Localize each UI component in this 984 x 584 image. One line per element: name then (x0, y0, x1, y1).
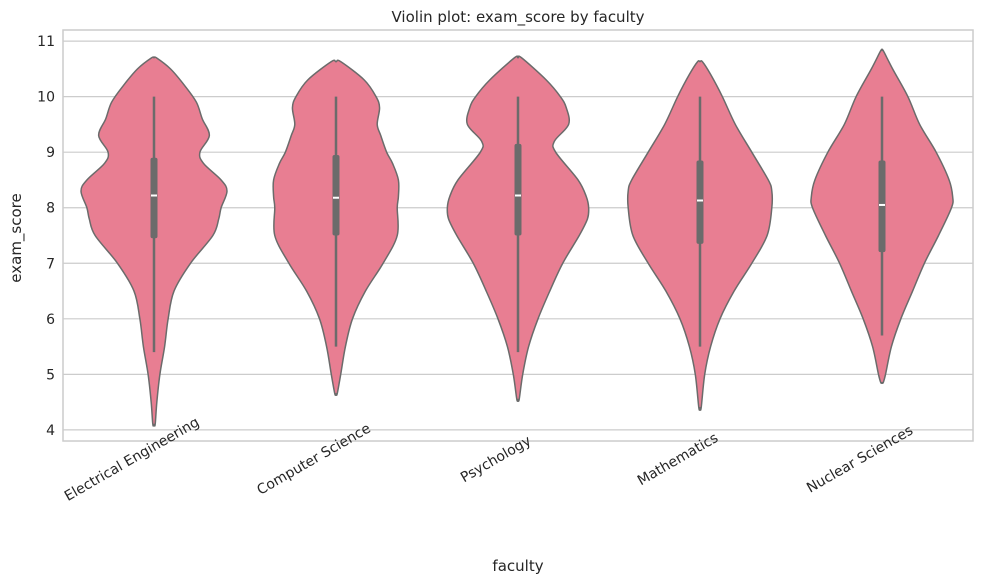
y-tick-label: 6 (46, 312, 55, 328)
plot-frame (62, 29, 974, 442)
x-tick-label: Nuclear Sciences (804, 423, 916, 497)
violin-iqr-box (150, 157, 158, 239)
x-tick-label: Computer Science (254, 421, 373, 499)
x-tick-label: Electrical Engineering (62, 414, 202, 504)
y-tick-label: 5 (46, 367, 55, 383)
y-axis-label: exam_score (7, 193, 26, 282)
y-tick-label: 10 (37, 90, 55, 106)
y-tick-label: 7 (46, 256, 55, 272)
violin-iqr-box (514, 143, 522, 236)
y-tick-label: 4 (46, 423, 55, 439)
plot-area: 4 5 6 7 8 9 10 11 Electrical Engineering Computer… (37, 29, 974, 505)
chart-title: Violin plot: exam_score by faculty (392, 8, 645, 27)
y-tick-label: 9 (46, 145, 55, 161)
violin-iqr-box (696, 160, 704, 244)
y-tick-label: 8 (46, 201, 55, 217)
y-tick-label: 11 (37, 34, 55, 50)
violin-iqr-box (878, 160, 886, 253)
x-tick-label: Mathematics (635, 430, 721, 489)
violin-iqr-box (332, 154, 340, 236)
x-axis-label: faculty (492, 557, 543, 575)
